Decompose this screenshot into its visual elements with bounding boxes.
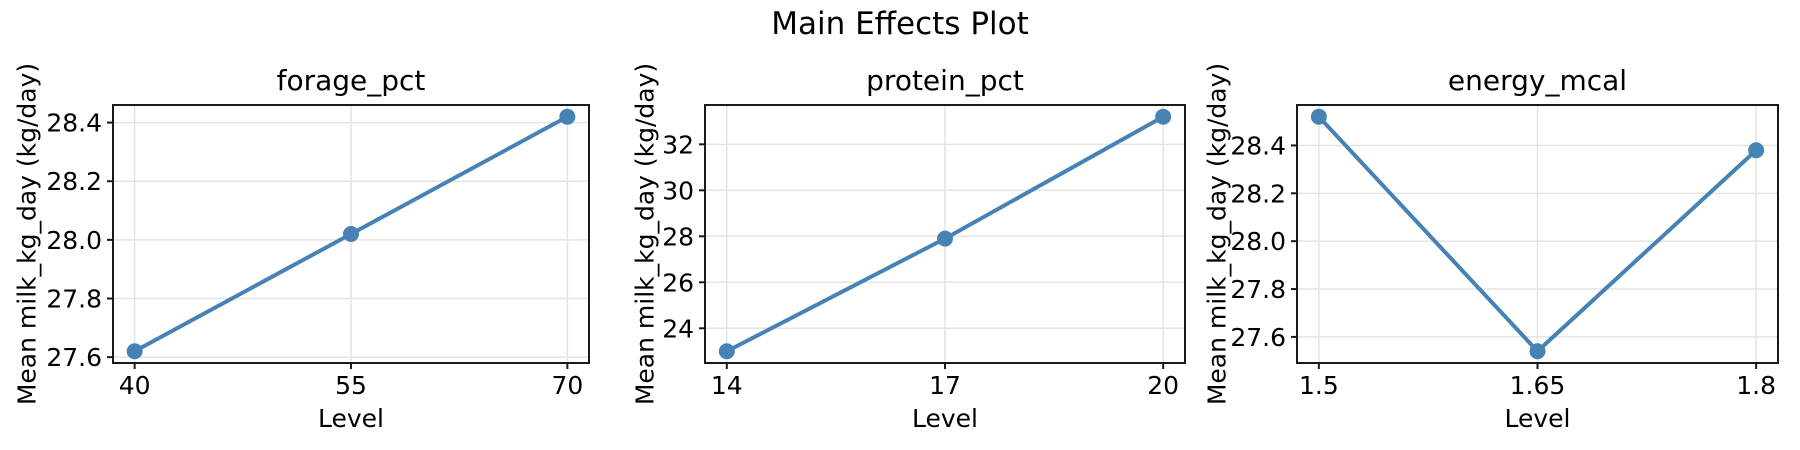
data-point	[559, 108, 576, 125]
y-axis-label-forage-pct: Mean milk_kg_day (kg/day)	[12, 62, 42, 406]
subplot-title-protein-pct: protein_pct	[866, 64, 1024, 97]
y-tick-label: 27.8	[1230, 275, 1286, 304]
data-point	[1310, 108, 1327, 125]
subplot-title-forage-pct: forage_pct	[276, 64, 426, 97]
x-tick-label: 20	[1147, 371, 1179, 400]
x-tick-label: 14	[711, 371, 743, 400]
y-tick-label: 28.0	[1230, 227, 1286, 256]
y-tick-label: 27.6	[1230, 323, 1286, 352]
y-axis-label-protein-pct: Mean milk_kg_day (kg/day)	[630, 62, 660, 406]
x-tick-label: 1.65	[1510, 371, 1566, 400]
y-axis-label-energy-mcal: Mean milk_kg_day (kg/day)	[1202, 62, 1232, 406]
x-tick-label: 1.5	[1299, 371, 1339, 400]
y-tick-label: 28.0	[46, 226, 102, 255]
data-point	[126, 343, 143, 360]
y-tick-label: 30	[662, 176, 694, 205]
y-tick-label: 28	[662, 222, 694, 251]
x-tick-label: 40	[119, 371, 151, 400]
y-tick-label: 26	[662, 268, 694, 297]
figure-title: Main Effects Plot	[771, 6, 1029, 42]
y-tick-label: 24	[662, 314, 694, 343]
data-point	[937, 230, 953, 247]
data-point	[343, 226, 359, 242]
x-axis-label-protein-pct: Level	[912, 404, 978, 433]
y-tick-label: 27.6	[46, 343, 102, 372]
y-tick-label: 27.8	[46, 285, 102, 314]
y-tick-label: 32	[662, 130, 694, 159]
y-tick-label: 28.4	[46, 109, 102, 138]
x-axis-label-energy-mcal: Level	[1504, 404, 1571, 433]
data-point	[1155, 108, 1172, 125]
x-tick-label: 55	[335, 371, 367, 400]
x-tick-label: 1.8	[1736, 371, 1776, 400]
y-tick-label: 28.4	[1230, 131, 1286, 160]
x-tick-label: 17	[929, 371, 961, 400]
data-point	[1529, 343, 1546, 360]
y-tick-label: 28.2	[46, 167, 102, 196]
x-tick-label: 70	[551, 371, 583, 400]
y-tick-label: 28.2	[1230, 179, 1286, 208]
subplot-title-energy-mcal: energy_mcal	[1447, 64, 1628, 97]
data-point	[718, 343, 735, 360]
data-point	[1748, 142, 1765, 159]
x-axis-label-forage-pct: Level	[318, 404, 384, 433]
